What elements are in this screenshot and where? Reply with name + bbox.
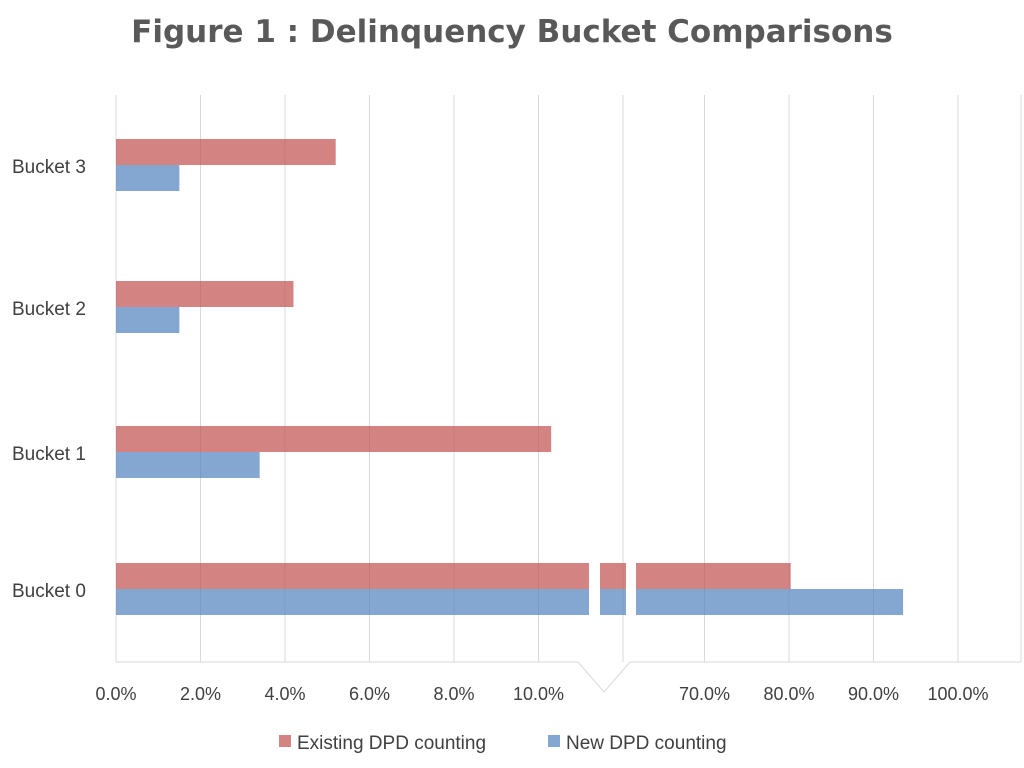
bar bbox=[116, 452, 260, 478]
tick-labels: 0.0% 2.0% 4.0% 6.0% 8.0% 10.0% 70.0% 80.0% 90.0%… bbox=[95, 684, 988, 704]
x-axis-line bbox=[116, 661, 1021, 693]
tick-label: 90.0% bbox=[848, 684, 899, 704]
bar bbox=[600, 589, 626, 615]
bar bbox=[636, 563, 791, 589]
category-label: Bucket 2 bbox=[12, 299, 86, 320]
tick-label: 4.0% bbox=[264, 684, 305, 704]
tick-label: 2.0% bbox=[180, 684, 221, 704]
tick-label: 80.0% bbox=[763, 684, 814, 704]
bar bbox=[116, 139, 336, 165]
category-labels: Bucket 0 Bucket 1 Bucket 2 Bucket 3 bbox=[12, 157, 86, 602]
bar bbox=[636, 589, 904, 615]
bar bbox=[116, 563, 589, 589]
bar bbox=[116, 589, 589, 615]
tick-label: 0.0% bbox=[95, 684, 136, 704]
gridlines bbox=[115, 95, 1022, 662]
bars bbox=[116, 139, 904, 615]
tick-label: 100.0% bbox=[927, 684, 988, 704]
x-axis bbox=[116, 661, 1021, 693]
tick-label: 10.0% bbox=[513, 684, 564, 704]
bar bbox=[116, 281, 294, 307]
legend-label: Existing DPD counting bbox=[297, 733, 486, 754]
category-label: Bucket 0 bbox=[12, 581, 86, 602]
bar bbox=[600, 563, 626, 589]
tick-label: 70.0% bbox=[679, 684, 730, 704]
category-label: Bucket 1 bbox=[12, 444, 86, 465]
legend-swatch bbox=[279, 735, 291, 747]
chart-title: Figure 1 : Delinquency Bucket Comparison… bbox=[131, 14, 893, 50]
tick-label: 8.0% bbox=[433, 684, 474, 704]
bar bbox=[116, 165, 180, 191]
tick-label: 6.0% bbox=[349, 684, 390, 704]
legend: Existing DPD counting New DPD counting bbox=[279, 733, 727, 754]
bar bbox=[116, 426, 552, 452]
bar bbox=[116, 307, 180, 333]
category-label: Bucket 3 bbox=[12, 157, 86, 178]
legend-swatch bbox=[548, 735, 560, 747]
legend-label: New DPD counting bbox=[566, 733, 727, 754]
